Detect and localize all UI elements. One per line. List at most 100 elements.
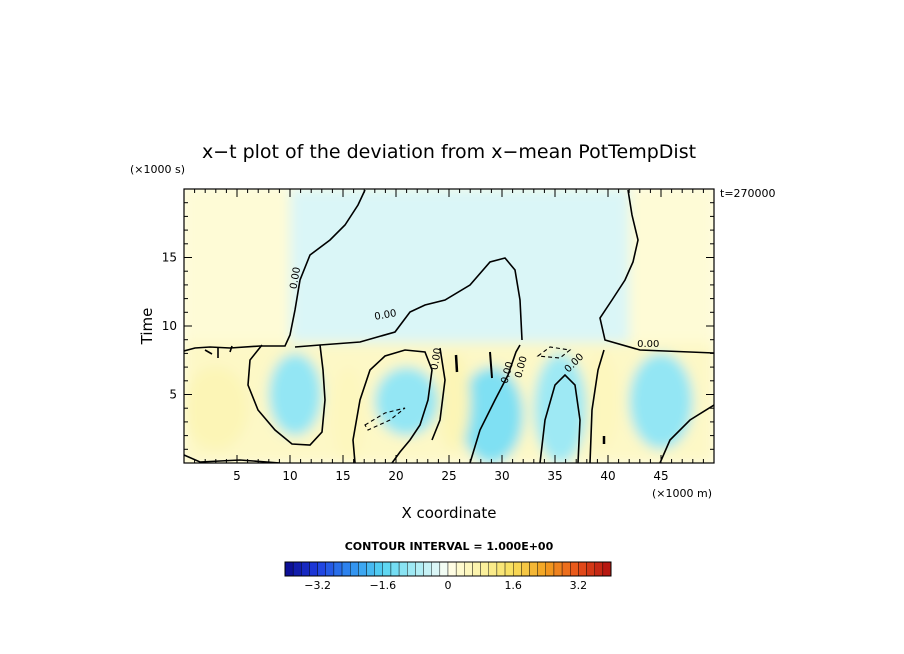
y-tick-label: 10 [162,319,177,333]
x-tick-label: 35 [547,469,562,483]
x-tick-label: 15 [335,469,350,483]
colorbar-cell [602,561,612,577]
colorbar-cell [521,561,530,577]
contour-line [589,349,605,463]
heatmap-region [438,353,471,450]
contour-label: 0.00 [288,266,303,290]
colorbar-cell [366,561,375,577]
colorbar-cell [423,561,432,577]
x-tick-label: 45 [653,469,668,483]
axis-ticks [184,189,714,463]
chart-title: x−t plot of the deviation from x−mean Po… [202,141,696,163]
x-tick-label: 30 [494,469,509,483]
contour-line [184,454,281,463]
heatmap-region [374,367,439,436]
colorbar-cell [292,561,302,577]
colorbar [284,561,612,577]
contour-line-negative [536,346,572,359]
colorbar-cell [447,561,457,577]
x-tick-label: 20 [388,469,403,483]
colorbar-cell [480,561,489,577]
x-tick-label: 25 [441,469,456,483]
heatmap-region [184,367,248,450]
colorbar-cell [488,561,498,577]
colorbar-cell [390,561,400,577]
colorbar-cell [594,561,604,577]
contour-line [204,345,233,358]
contour-line [539,373,581,463]
heatmap-region [533,353,587,463]
colorbar-tick-label: −1.6 [369,579,396,592]
colorbar-cell [561,561,571,577]
contour-interval-label: CONTOUR INTERVAL = 1.000E+00 [345,540,554,553]
colorbar-cell [570,561,579,577]
colorbar-cell [398,561,408,577]
contour-label: 0.00 [429,347,444,371]
colorbar-cell [455,561,465,577]
colorbar-cell [496,561,506,577]
colorbar-cell [382,561,392,577]
colorbar-tick-label: 3.2 [570,579,588,592]
x-tick-label: 5 [233,469,241,483]
heatmap-region [459,367,524,463]
contour-line [184,189,366,352]
contour-label: 0.00 [374,308,398,323]
time-label: t=270000 [720,187,776,200]
contour-line [469,344,521,463]
colorbar-tick-label: −3.2 [304,579,331,592]
x-unit-label: (×1000 m) [652,487,712,500]
contour-line [659,404,714,463]
contour-label: 0.00 [637,339,659,350]
contour-line [489,351,493,379]
colorbar-cell [358,561,367,577]
colorbar-cell [578,561,587,577]
colorbar-cell [341,561,351,577]
heatmap-region [629,353,693,450]
colorbar-cell [333,561,343,577]
y-tick-label: 15 [162,251,177,265]
colorbar-cell [545,561,555,577]
contour-line [599,189,714,354]
heatmap-region [586,353,619,450]
x-tick-label: 10 [282,469,297,483]
colorbar-cell [439,561,449,577]
colorbar-cell [301,561,310,577]
heatmap-region [268,353,322,436]
colorbar-cell [431,561,441,577]
colorbar-tick-labels: −3.2 −1.6 0 1.6 3.2 [304,579,587,592]
colorbar-cell [504,561,514,577]
colorbar-cell [415,561,424,577]
tick-labels: 5 10 15 20 25 30 35 40 45 5 10 15 [162,251,669,484]
x-axis-label: X coordinate [401,504,496,522]
colorbar-cell [284,561,294,577]
contour-line [247,344,326,446]
colorbar-cell [317,561,326,577]
colorbar-cell [350,561,359,577]
colorbar-cell [513,561,522,577]
heatmap-blobs [184,189,714,463]
colorbar-cell [325,561,335,577]
colorbar-cell [309,561,318,577]
colorbar-cell [407,561,416,577]
colorbar-cell [537,561,547,577]
colorbar-tick-label: 1.6 [504,579,522,592]
y-unit-label: (×1000 s) [130,163,185,176]
contour-lines [184,189,714,463]
colorbar-cell [374,561,383,577]
colorbar-cell [464,561,473,577]
colorbar-cell [472,561,481,577]
heatmap-region [332,367,365,463]
contour-line [431,347,446,441]
colorbar-tick-label: 0 [445,579,452,592]
colorbar-cell [553,561,563,577]
contour-line [294,257,523,348]
colorbar-cell [586,561,595,577]
contour-line [454,354,459,373]
y-tick-label: 5 [169,388,177,402]
heatmap-field: 0.000.000.000.000.00 0.000.00 [184,189,714,463]
contour-line [352,349,433,463]
colorbar-frame [284,561,612,577]
y-axis-label: Time [138,308,156,346]
colorbar-cell [529,561,538,577]
